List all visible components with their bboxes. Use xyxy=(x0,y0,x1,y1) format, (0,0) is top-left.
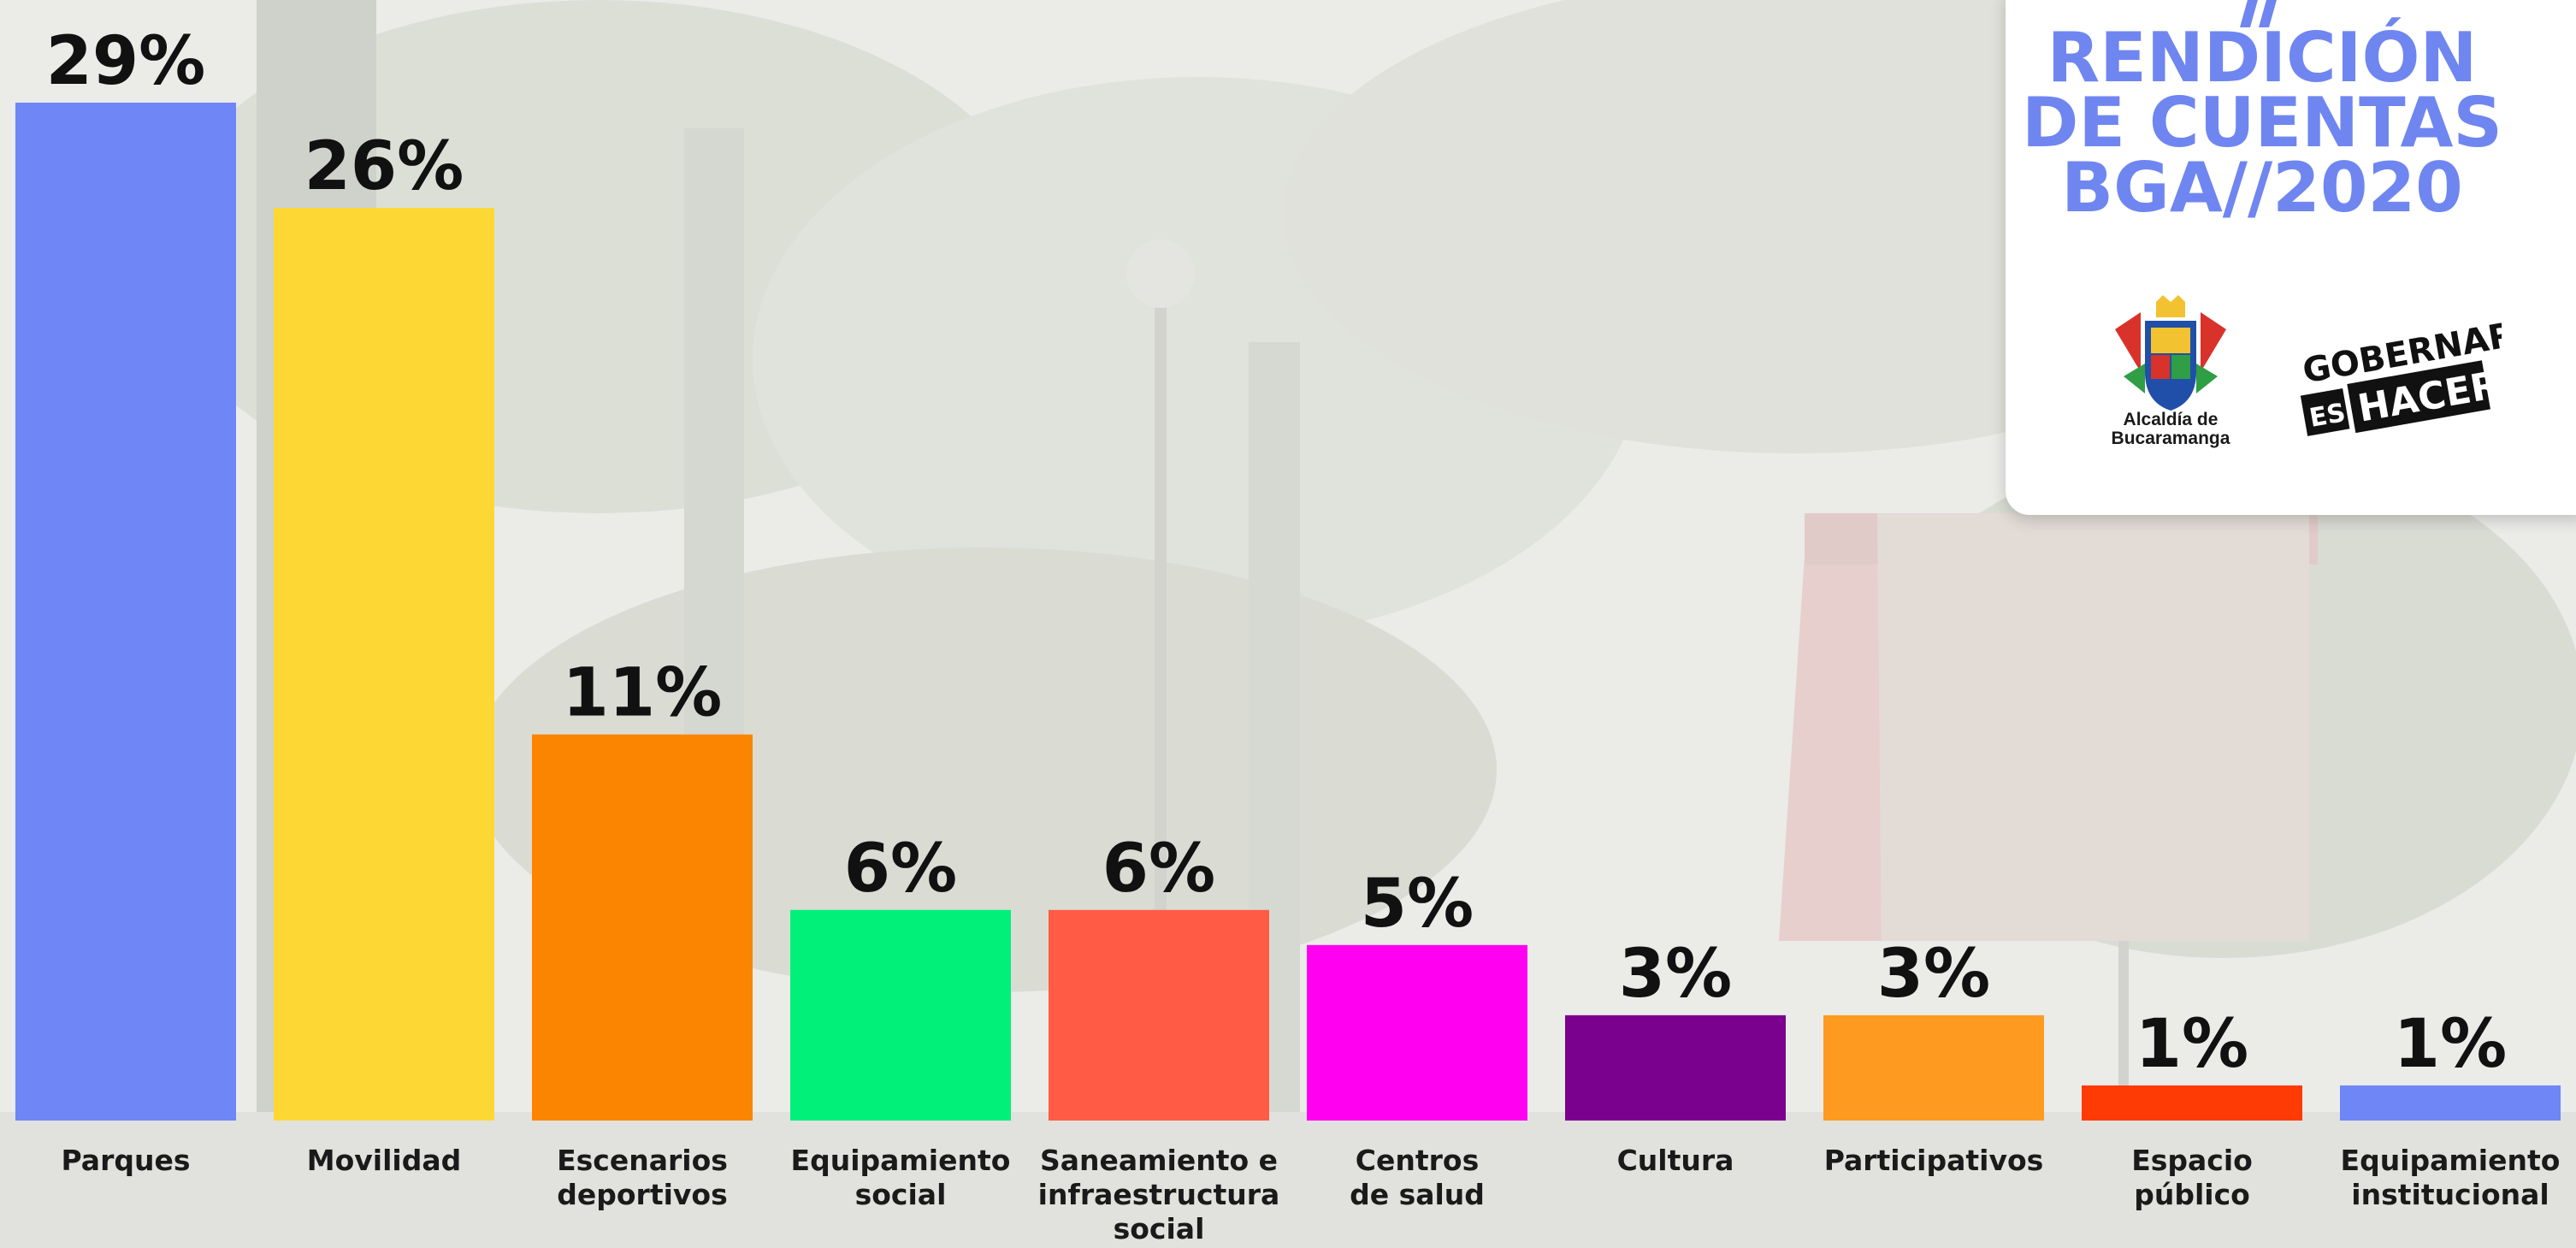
value-label-equipamiento-institucional: 1% xyxy=(2394,1006,2507,1083)
category-label-line: Movilidad xyxy=(307,1144,461,1177)
slogan-es: ES xyxy=(2307,398,2349,434)
category-label-line: Espacio xyxy=(2131,1144,2253,1177)
category-label-line: social xyxy=(855,1178,947,1211)
category-label-line: Centros xyxy=(1356,1144,1479,1177)
category-label-line: Cultura xyxy=(1617,1144,1734,1177)
bar-centros-de-salud xyxy=(1307,944,1527,1121)
category-label-line: institucional xyxy=(2351,1178,2549,1211)
alcaldia-label: Alcaldía de Bucaramanga xyxy=(2074,411,2267,448)
branding-card: RENDICIÓN DE CUENTAS BGA//2020 Alcaldía … xyxy=(2006,0,2576,515)
category-label-equipamiento-social: Equipamiento social xyxy=(791,1144,1011,1211)
bar-escenarios-deportivos xyxy=(532,734,753,1121)
value-label-escenarios-deportivos: 11% xyxy=(563,655,723,732)
bar-movilidad xyxy=(274,208,494,1121)
value-label-movilidad: 26% xyxy=(304,128,464,205)
category-label-parques: Parques xyxy=(62,1144,191,1177)
bar-saneamiento-e-infraestructura-social xyxy=(1049,909,1269,1121)
coat-of-arms-icon xyxy=(2115,295,2226,411)
category-label-line: Equipamiento xyxy=(791,1144,1011,1177)
double-slash-icon xyxy=(2240,0,2277,27)
value-label-cultura: 3% xyxy=(1619,936,1732,1013)
report-title-line-2: DE CUENTAS xyxy=(2021,83,2503,163)
gobernar-es-hacer-logo: GOBERNAR ES HACER xyxy=(2300,315,2502,436)
bar-equipamiento-institucional xyxy=(2340,1085,2561,1121)
value-label-saneamiento-e-infraestructura-social: 6% xyxy=(1102,831,1215,908)
report-title-line-3: BGA//2020 xyxy=(2061,148,2463,228)
category-label-line: Parques xyxy=(62,1144,191,1177)
category-label-participativos: Participativos xyxy=(1824,1144,2044,1177)
category-label-line: infraestructura xyxy=(1038,1178,1280,1211)
category-label-line: Participativos xyxy=(1824,1144,2044,1177)
category-label-saneamiento-e-infraestructura-social: Saneamiento e infraestructura social xyxy=(1038,1144,1280,1245)
category-label-line: deportivos xyxy=(557,1178,727,1211)
category-label-line: Saneamiento e xyxy=(1040,1144,1278,1177)
value-labels-group: 29% 26% 11% 6% 6% 5% 3% 3% 1% 1% xyxy=(46,23,2508,1083)
bar-cultura xyxy=(1565,1014,1786,1121)
category-label-movilidad: Movilidad xyxy=(307,1144,461,1177)
value-label-espacio-publico: 1% xyxy=(2136,1006,2248,1083)
category-label-cultura: Cultura xyxy=(1617,1144,1734,1177)
bar-participativos xyxy=(1823,1014,2044,1121)
report-title-line-1: RENDICIÓN xyxy=(2047,18,2478,98)
category-label-escenarios-deportivos: Escenarios deportivos xyxy=(557,1144,728,1211)
category-labels-group: Parques Movilidad Escenarios deportivos Equi… xyxy=(62,1144,2561,1245)
category-label-line: Equipamiento xyxy=(2341,1144,2561,1177)
category-label-equipamiento-institucional: Equipamiento institucional xyxy=(2341,1144,2561,1211)
value-label-parques: 29% xyxy=(46,23,206,100)
bar-parques xyxy=(15,103,236,1121)
category-label-line: social xyxy=(1114,1212,1205,1245)
value-label-participativos: 3% xyxy=(1877,936,1990,1013)
category-label-centros-de-salud: Centros de salud xyxy=(1350,1144,1485,1211)
value-label-equipamiento-social: 6% xyxy=(844,831,957,908)
category-label-espacio-publico: Espacio público xyxy=(2131,1144,2253,1211)
category-label-line: público xyxy=(2134,1178,2250,1211)
alcaldia-label-line-2: Bucaramanga xyxy=(2111,429,2230,448)
bar-espacio-publico xyxy=(2082,1085,2302,1121)
category-label-line: de salud xyxy=(1350,1178,1485,1211)
value-label-centros-de-salud: 5% xyxy=(1361,866,1474,943)
bar-equipamiento-social xyxy=(790,909,1011,1121)
report-title: RENDICIÓN DE CUENTAS BGA//2020 xyxy=(2006,18,2519,228)
category-label-line: Escenarios xyxy=(557,1144,728,1177)
bars-group xyxy=(15,103,2561,1121)
alcaldia-label-line-1: Alcaldía de xyxy=(2123,410,2219,429)
